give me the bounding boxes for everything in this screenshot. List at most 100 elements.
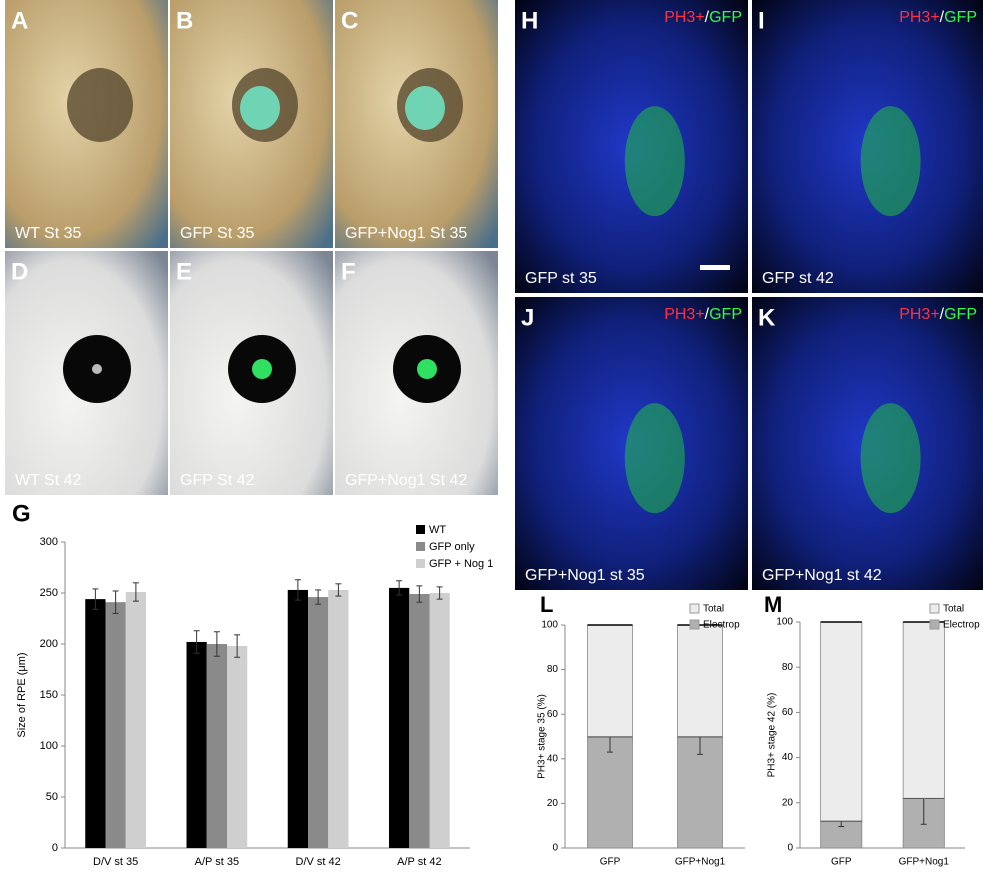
x-tick-label: A/P st 35 — [195, 856, 239, 868]
error-bar — [234, 634, 241, 658]
stain-label: PH3+/GFP — [899, 9, 977, 26]
y-tick-label: 100 — [40, 740, 58, 752]
legend-label: GFP + Nog 1 — [429, 558, 493, 570]
bar-segment — [677, 736, 723, 849]
y-tick-label: 20 — [782, 797, 794, 808]
stain-part: / — [705, 9, 710, 26]
stain-part: / — [940, 306, 945, 323]
x-tick-label: A/P st 42 — [397, 856, 441, 868]
x-tick-label: GFP — [831, 857, 852, 868]
stain-part: PH3+ — [664, 9, 704, 26]
y-axis-label: Size of RPE (μm) — [16, 652, 28, 737]
y-tick-label: 40 — [547, 753, 559, 764]
bar — [125, 591, 146, 848]
error-bar — [294, 579, 301, 601]
legend-swatch — [929, 603, 940, 614]
legend-label: Electrop — [943, 620, 980, 631]
legend-label: Electrop — [703, 620, 740, 631]
legend-label: GFP only — [429, 541, 475, 553]
bar — [409, 594, 430, 848]
scale-bar — [700, 265, 730, 270]
panel-label: K — [758, 304, 776, 331]
legend-label: Total — [703, 604, 724, 615]
x-tick-label: GFP+Nog1 — [675, 857, 726, 868]
lens — [417, 359, 437, 379]
y-tick-label: 60 — [782, 707, 794, 718]
panel-caption: GFP St 42 — [180, 472, 255, 489]
gfp-eye — [240, 86, 280, 130]
gfp-signal — [624, 106, 685, 217]
panel-caption: GFP+Nog1 st 42 — [762, 567, 882, 584]
panel-label: D — [11, 258, 28, 285]
bar — [328, 589, 349, 848]
panel-label: L — [540, 592, 553, 617]
y-tick-label: 300 — [40, 536, 58, 548]
gfp-signal — [860, 403, 921, 514]
y-axis-label: PH3+ stage 42 (%) — [767, 693, 778, 778]
bar — [308, 597, 329, 848]
y-tick-label: 50 — [46, 791, 58, 803]
panel-label: E — [176, 258, 192, 285]
bar — [206, 644, 227, 848]
y-tick-label: 60 — [547, 709, 559, 720]
panel-label: M — [764, 592, 782, 617]
stain-part: GFP — [709, 9, 742, 26]
lens — [252, 359, 272, 379]
y-tick-label: 80 — [782, 662, 794, 673]
panel-caption: WT St 35 — [15, 225, 81, 242]
stain-part: GFP — [709, 306, 742, 323]
bar — [105, 602, 126, 848]
legend-swatch — [416, 525, 425, 534]
panel-caption: GFP+Nog1 st 35 — [525, 567, 645, 584]
error-bar — [315, 589, 322, 605]
bar-segment — [820, 621, 863, 822]
error-bar — [335, 583, 342, 597]
x-tick-label: GFP — [600, 857, 621, 868]
panel-caption: GFP+Nog1 St 42 — [345, 472, 467, 489]
stain-part: PH3+ — [899, 9, 939, 26]
gfp-signal — [624, 403, 685, 514]
legend-label: WT — [429, 524, 446, 536]
panel-label: J — [521, 304, 534, 331]
panel-label: G — [12, 500, 31, 527]
stain-part: GFP — [944, 306, 977, 323]
stain-part: PH3+ — [899, 306, 939, 323]
legend-swatch — [929, 619, 940, 630]
legend-swatch — [416, 542, 425, 551]
y-tick-label: 100 — [541, 620, 558, 631]
x-tick-label: D/V st 35 — [93, 856, 138, 868]
panel-label: F — [341, 258, 356, 285]
lens — [92, 364, 102, 374]
x-tick-label: GFP+Nog1 — [899, 857, 950, 868]
error-bar — [436, 586, 443, 600]
y-tick-label: 250 — [40, 587, 58, 599]
stain-part: / — [705, 306, 710, 323]
error-bar — [213, 631, 220, 657]
panel-caption: WT St 42 — [15, 472, 81, 489]
panel-label: C — [341, 7, 358, 34]
bar — [227, 646, 248, 848]
y-tick-label: 0 — [52, 842, 58, 854]
bar — [287, 589, 308, 848]
y-tick-label: 80 — [547, 664, 559, 675]
y-tick-label: 0 — [552, 843, 558, 854]
error-bar — [396, 580, 403, 596]
bar — [186, 641, 207, 848]
panel-caption: GFP st 42 — [762, 270, 834, 287]
panel-label: B — [176, 7, 193, 34]
y-tick-label: 40 — [782, 752, 794, 763]
x-tick-label: D/V st 42 — [296, 856, 341, 868]
bar — [85, 599, 106, 848]
bar — [429, 593, 450, 848]
stain-label: PH3+/GFP — [664, 306, 742, 323]
error-bar — [92, 588, 99, 610]
error-bar — [193, 630, 200, 654]
panel-label: A — [11, 7, 28, 34]
legend-swatch — [689, 603, 700, 614]
y-axis-label: PH3+ stage 35 (%) — [537, 694, 548, 779]
error-bar — [112, 590, 119, 614]
stain-part: PH3+ — [664, 306, 704, 323]
panel-label: I — [758, 7, 765, 34]
bar-segment — [677, 624, 723, 737]
